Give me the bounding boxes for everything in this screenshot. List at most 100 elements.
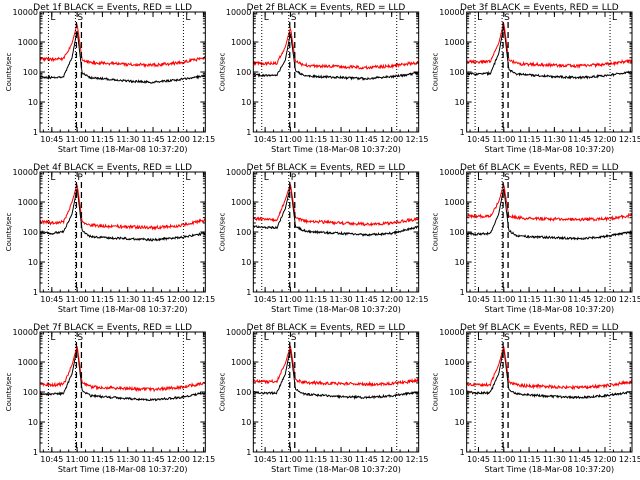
x-tick-label: 11:30 — [330, 455, 353, 464]
series-line-lld — [466, 346, 633, 391]
x-tick-label: 11:15 — [518, 295, 541, 304]
x-tick-label: 11:00 — [492, 295, 515, 304]
y-tick-label: 1000 — [444, 198, 464, 207]
x-tick-label: 12:15 — [405, 295, 428, 304]
y-tick-label: 1 — [246, 448, 251, 457]
x-axis-label: Start Time (18-Mar-08 10:37:20) — [58, 145, 188, 154]
y-tick-label: 10000 — [226, 168, 251, 177]
y-axis-label: Counts/sec — [5, 213, 13, 252]
x-tick-label: 11:45 — [142, 455, 165, 464]
x-tick-label: 11:00 — [279, 455, 302, 464]
y-tick-label: 100 — [23, 68, 38, 77]
y-tick-label: 1000 — [18, 358, 38, 367]
chart-title: Det 6f BLACK = Events, RED = LLD — [460, 163, 619, 173]
chart-title: Det 5f BLACK = Events, RED = LLD — [247, 163, 406, 173]
x-tick-label: 11:00 — [66, 135, 89, 144]
x-tick-label: 10:45 — [467, 295, 490, 304]
state-marker-label: L — [612, 173, 617, 183]
series-line-lld — [252, 344, 420, 388]
series-line-lld — [39, 183, 206, 231]
state-marker-label: S — [504, 13, 510, 23]
chart-title: Det 2f BLACK = Events, RED = LLD — [247, 3, 406, 13]
x-tick-label: 11:45 — [355, 295, 378, 304]
x-tick-label: 12:00 — [167, 455, 190, 464]
x-tick-label: 11:30 — [116, 295, 139, 304]
series-line-events — [466, 26, 633, 80]
x-axis-label: Start Time (18-Mar-08 10:37:20) — [485, 305, 615, 314]
state-marker-label: S — [291, 13, 297, 23]
state-marker-label: P — [291, 173, 297, 183]
y-tick-label: 10000 — [13, 168, 38, 177]
y-tick-label: 100 — [236, 228, 251, 237]
state-marker-label: L — [399, 13, 404, 23]
x-tick-label: 12:15 — [619, 455, 640, 464]
y-axis-label: Counts/sec — [218, 213, 226, 252]
x-tick-label: 11:00 — [279, 135, 302, 144]
x-tick-label: 11:45 — [355, 135, 378, 144]
x-tick-label: 11:15 — [304, 455, 327, 464]
x-tick-label: 11:15 — [304, 135, 327, 144]
plot-frame — [39, 171, 206, 293]
y-tick-label: 100 — [449, 68, 464, 77]
y-tick-label: 1000 — [18, 38, 38, 47]
series-line-events — [39, 188, 206, 242]
series-line-events — [252, 348, 420, 401]
x-tick-label: 11:45 — [142, 295, 165, 304]
x-tick-label: 10:45 — [40, 295, 63, 304]
y-tick-label: 1 — [33, 448, 38, 457]
state-marker-label: L — [612, 13, 617, 23]
x-tick-label: 11:00 — [66, 295, 89, 304]
y-tick-label: 10 — [28, 98, 38, 107]
y-tick-label: 1000 — [231, 358, 251, 367]
x-tick-label: 10:45 — [467, 455, 490, 464]
state-marker-label: P — [77, 173, 83, 183]
x-tick-label: 11:30 — [330, 135, 353, 144]
series-line-events — [466, 348, 633, 400]
plot-frame — [39, 11, 206, 133]
y-tick-label: 100 — [23, 388, 38, 397]
state-marker-label: L — [612, 333, 617, 343]
y-tick-label: 10 — [241, 418, 251, 427]
y-axis-label: Counts/sec — [218, 53, 226, 92]
y-tick-label: 10000 — [226, 328, 251, 337]
state-marker-label: S — [77, 13, 83, 23]
x-tick-label: 10:45 — [254, 295, 277, 304]
x-tick-label: 12:15 — [619, 295, 640, 304]
x-tick-label: 11:00 — [279, 295, 302, 304]
state-marker-label: S — [77, 333, 83, 343]
state-marker-label: L — [477, 333, 482, 343]
y-tick-label: 10 — [454, 98, 464, 107]
y-tick-label: 1 — [460, 128, 465, 137]
y-axis-label: Counts/sec — [432, 53, 440, 92]
y-tick-label: 10 — [241, 258, 251, 267]
state-marker-label: L — [50, 13, 55, 23]
x-axis-label: Start Time (18-Mar-08 10:37:20) — [271, 305, 401, 314]
plot-frame — [252, 331, 420, 453]
y-tick-label: 1 — [246, 288, 251, 297]
x-tick-label: 12:00 — [593, 295, 616, 304]
y-tick-label: 10 — [454, 418, 464, 427]
x-tick-label: 12:15 — [405, 135, 428, 144]
y-tick-label: 1000 — [444, 358, 464, 367]
chart-title: Det 9f BLACK = Events, RED = LLD — [460, 323, 619, 333]
state-marker-label: L — [185, 173, 190, 183]
series-line-lld — [252, 183, 419, 227]
state-marker-label: L — [50, 333, 55, 343]
x-axis-label: Start Time (18-Mar-08 10:37:20) — [58, 465, 188, 474]
x-tick-label: 11:15 — [518, 135, 541, 144]
x-tick-label: 11:15 — [91, 135, 114, 144]
series-line-events — [39, 30, 206, 85]
state-marker-label: L — [50, 173, 55, 183]
plot-frame — [466, 331, 633, 453]
x-tick-label: 12:00 — [593, 455, 616, 464]
x-tick-label: 11:45 — [568, 455, 591, 464]
x-tick-label: 11:30 — [116, 135, 139, 144]
